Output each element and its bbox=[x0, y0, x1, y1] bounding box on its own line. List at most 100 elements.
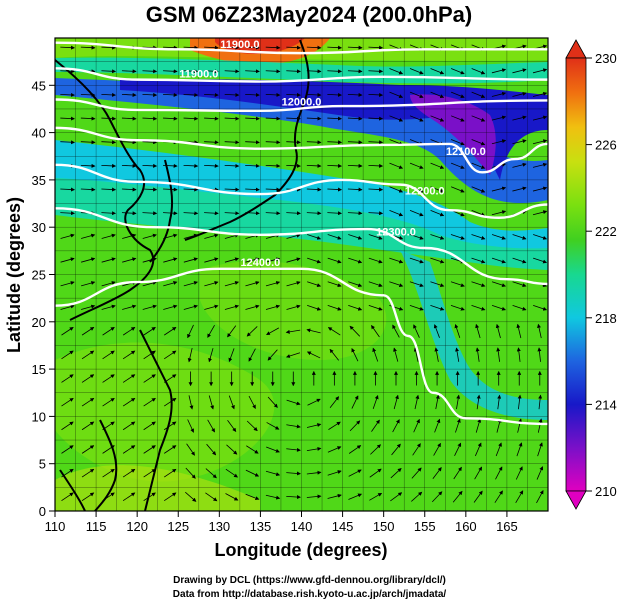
streamline-arrow bbox=[368, 305, 383, 311]
streamline-arrow bbox=[454, 442, 462, 456]
y-tick-label: 15 bbox=[32, 362, 46, 377]
streamline-arrow bbox=[183, 187, 199, 192]
streamline-arrow bbox=[455, 418, 461, 433]
streamline-arrow bbox=[491, 139, 507, 145]
streamline-arrow bbox=[183, 257, 198, 263]
y-tick-label: 10 bbox=[32, 409, 46, 424]
streamline-arrow bbox=[369, 492, 383, 501]
streamline-arrow bbox=[163, 445, 177, 454]
streamline-arrow bbox=[245, 163, 260, 168]
streamline-arrow bbox=[122, 468, 136, 478]
streamline-arrow bbox=[368, 140, 384, 145]
streamline-arrow bbox=[81, 421, 95, 431]
streamline-arrow bbox=[327, 234, 342, 240]
streamline-arrow bbox=[286, 140, 301, 145]
streamline-arrow bbox=[369, 468, 382, 478]
streamline-arrow bbox=[225, 468, 238, 478]
streamline-arrow bbox=[306, 69, 322, 74]
streamline-arrow bbox=[471, 115, 486, 122]
streamline-arrow bbox=[517, 394, 522, 410]
streamline-arrow bbox=[228, 348, 235, 363]
streamline-arrow bbox=[81, 350, 95, 360]
streamline-arrow bbox=[142, 163, 158, 168]
streamline-arrow bbox=[491, 68, 507, 74]
streamline-arrow bbox=[329, 396, 340, 408]
streamline-arrow bbox=[143, 350, 156, 360]
streamline-arrow bbox=[185, 467, 196, 479]
streamline-arrow bbox=[450, 68, 465, 75]
streamline-arrow bbox=[186, 443, 195, 456]
streamline-arrow bbox=[368, 281, 383, 288]
streamline-arrow bbox=[512, 234, 527, 240]
streamline-arrow bbox=[245, 92, 260, 97]
streamline-arrow bbox=[348, 305, 363, 311]
streamline-arrow bbox=[101, 69, 117, 74]
colorbar-tick-label: 222 bbox=[595, 224, 617, 239]
x-tick-label: 135 bbox=[250, 519, 272, 534]
streamline-arrow bbox=[532, 186, 548, 192]
streamline-arrow bbox=[102, 374, 115, 383]
streamline-arrow bbox=[267, 396, 278, 408]
streamline-arrow bbox=[224, 187, 240, 192]
streamline-arrow bbox=[121, 116, 137, 121]
streamline-arrow bbox=[102, 397, 115, 407]
streamline-arrow bbox=[430, 281, 445, 288]
streamline-arrow bbox=[306, 470, 322, 475]
streamline-arrow bbox=[368, 45, 384, 50]
colorbar-gradient bbox=[565, 57, 587, 492]
streamline-arrow bbox=[435, 394, 440, 410]
streamline-arrow bbox=[306, 116, 322, 121]
streamline-arrow bbox=[163, 257, 178, 263]
streamline-arrow bbox=[208, 348, 214, 363]
streamline-arrow bbox=[286, 92, 301, 97]
streamline-arrow bbox=[183, 92, 199, 97]
streamline-arrow bbox=[389, 305, 404, 311]
streamline-arrow bbox=[473, 490, 483, 503]
streamline-arrow bbox=[224, 233, 240, 239]
streamline-arrow bbox=[471, 210, 486, 217]
streamline-arrow bbox=[512, 162, 527, 168]
streamline-arrow bbox=[60, 140, 75, 145]
streamline-arrow bbox=[430, 68, 445, 75]
streamline-arrow bbox=[537, 323, 542, 339]
streamline-arrow bbox=[533, 234, 548, 240]
height-contour bbox=[55, 126, 548, 174]
streamline-arrow bbox=[245, 257, 260, 263]
streamline-arrow bbox=[227, 419, 237, 433]
streamline-arrow bbox=[471, 186, 486, 193]
coastlines bbox=[55, 39, 310, 511]
streamline-arrow bbox=[475, 347, 480, 362]
streamline-arrow bbox=[434, 347, 439, 362]
streamline-arrow bbox=[122, 350, 136, 360]
streamline-arrow bbox=[286, 211, 301, 216]
streamline-arrow bbox=[121, 163, 137, 168]
streamline-arrow bbox=[204, 116, 219, 121]
streamline-arrow bbox=[347, 163, 363, 168]
streamline-arrow bbox=[491, 115, 507, 121]
streamline-arrow bbox=[372, 394, 379, 409]
streamline-arrow bbox=[286, 304, 301, 310]
streamline-arrow bbox=[122, 374, 136, 383]
streamline-arrow bbox=[265, 45, 281, 50]
streamline-arrow bbox=[183, 281, 198, 287]
streamline-arrow bbox=[516, 442, 523, 457]
streamline-arrow bbox=[532, 91, 548, 97]
streamline-arrow bbox=[205, 468, 217, 479]
streamline-arrow bbox=[371, 419, 380, 432]
streamline-arrow bbox=[81, 233, 96, 239]
streamline-arrow bbox=[285, 352, 301, 358]
streamline-arrow bbox=[204, 304, 219, 310]
streamline-arrow bbox=[224, 92, 240, 97]
height-contour bbox=[55, 67, 548, 83]
streamline-arrow bbox=[143, 445, 156, 454]
streamline-arrow bbox=[61, 374, 74, 383]
streamline-arrow bbox=[347, 92, 363, 97]
streamline-arrow bbox=[475, 418, 482, 433]
streamline-arrow bbox=[515, 466, 523, 480]
streamline-arrow bbox=[183, 163, 199, 168]
streamline-arrow bbox=[431, 491, 443, 503]
streamline-arrow bbox=[327, 470, 342, 476]
streamline-arrow bbox=[163, 327, 177, 336]
streamline-arrow bbox=[474, 466, 483, 480]
